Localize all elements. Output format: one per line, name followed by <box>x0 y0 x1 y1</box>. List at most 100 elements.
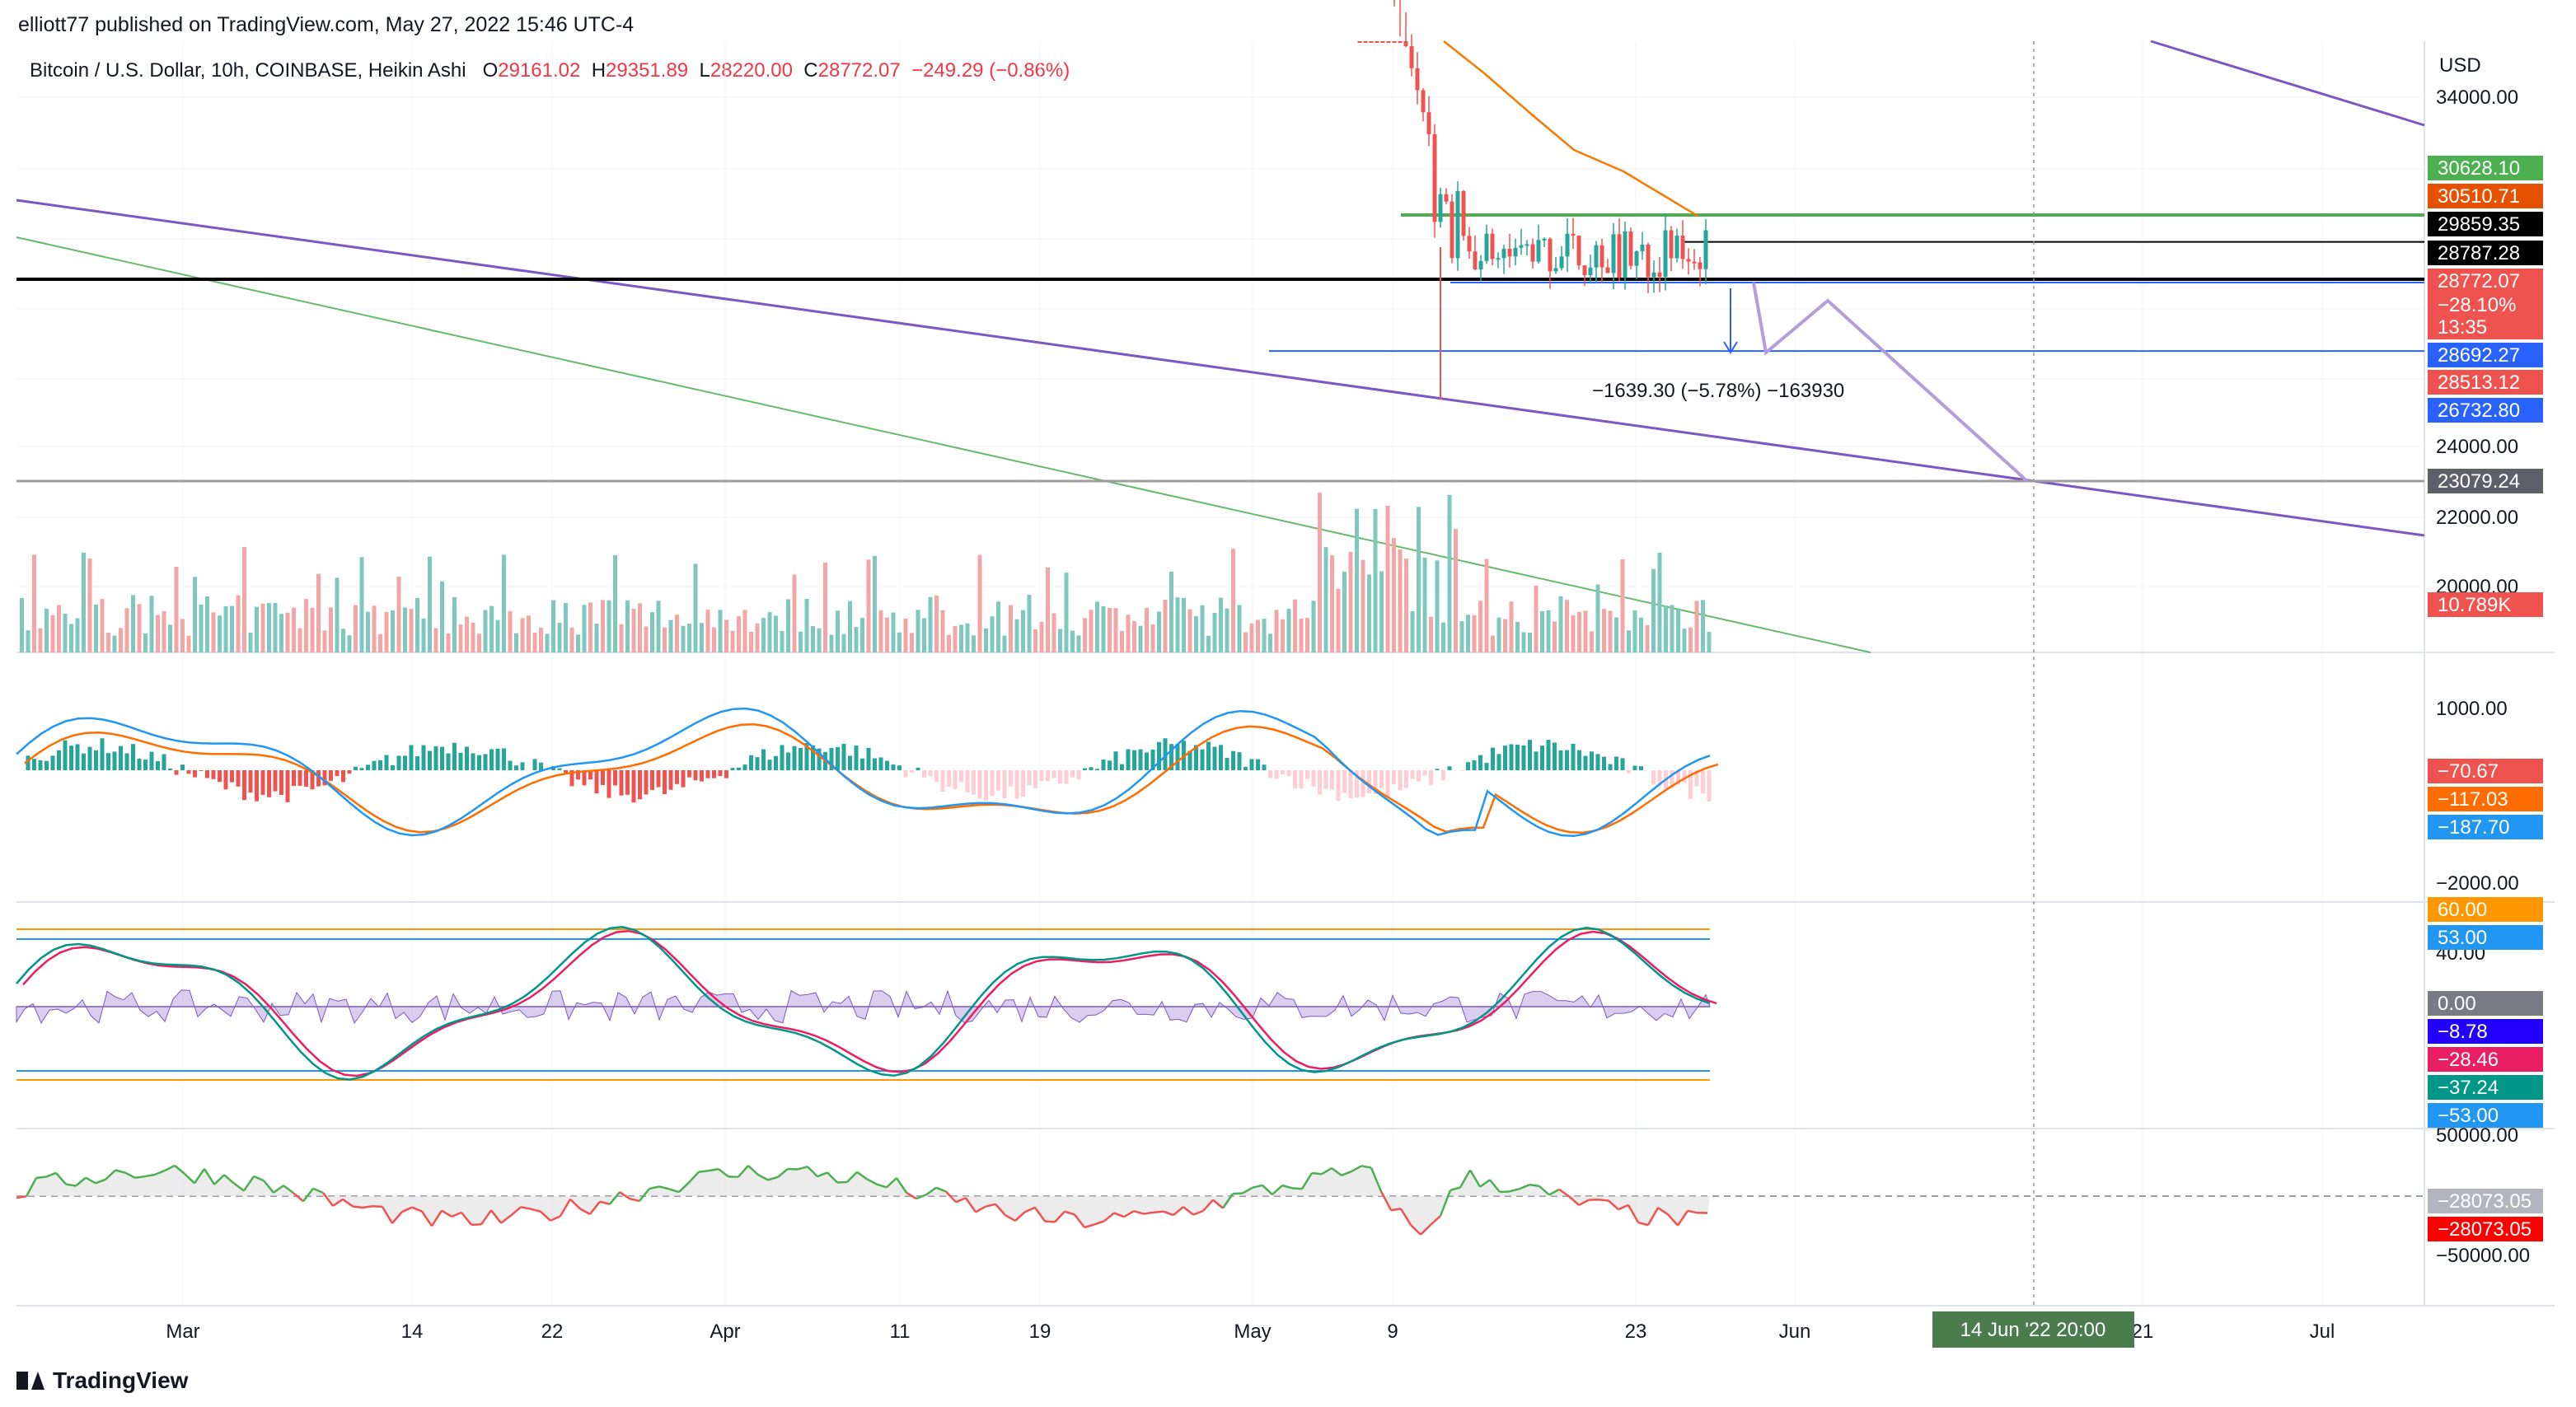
macd-histogram-bar <box>539 762 543 770</box>
price-label-box <box>2428 315 2543 339</box>
macd-histogram-bar <box>1305 770 1309 779</box>
macd-histogram-bar <box>1256 759 1260 770</box>
osc-line-segment <box>401 1206 413 1213</box>
osc-label-box <box>2428 1217 2543 1241</box>
osc-line-segment <box>995 1203 1006 1217</box>
macd-histogram-bar <box>1553 742 1557 770</box>
volume-bar <box>211 612 216 652</box>
volume-bar <box>1398 549 1403 652</box>
macd-histogram-bar <box>594 770 599 794</box>
volume-bar <box>174 566 179 652</box>
volume-bar <box>866 559 871 652</box>
macd-histogram-bar <box>786 752 790 770</box>
osc-line-segment <box>115 1169 126 1174</box>
osc-line-segment <box>283 1185 294 1194</box>
volume-bar <box>137 604 142 652</box>
volume-bar <box>69 624 73 652</box>
macd-histogram-bar <box>625 770 630 795</box>
macd-histogram-bar <box>693 770 698 781</box>
volume-bar <box>1614 617 1618 652</box>
volume-bar <box>1484 559 1489 652</box>
tradingview-logo[interactable]: TradingView <box>16 1367 188 1394</box>
macd-histogram-bar <box>124 753 129 770</box>
stoch-histogram-area <box>16 989 1711 1024</box>
macd-histogram-bar <box>928 770 933 776</box>
price-label-box <box>2428 292 2543 317</box>
osc-line-segment <box>164 1164 176 1172</box>
volume-bar <box>990 616 995 652</box>
volume-bar <box>279 614 283 652</box>
volume-bar <box>922 618 926 652</box>
osc-line-segment <box>658 1185 670 1190</box>
osc-line-segment <box>1123 1210 1135 1218</box>
osc-line-segment <box>540 1210 551 1222</box>
volume-bar <box>532 633 537 652</box>
macd-histogram-bar <box>1670 770 1674 788</box>
macd-histogram-bar <box>483 754 488 770</box>
macd-histogram-bar <box>1484 763 1489 770</box>
volume-bar <box>1169 572 1173 652</box>
macd-histogram-bar <box>601 770 605 785</box>
volume-bar <box>1157 611 1161 652</box>
volume-bar <box>1033 629 1037 652</box>
macd-histogram-bar <box>1237 752 1242 770</box>
candle-body <box>1553 268 1558 272</box>
macd-histogram-bar <box>1632 765 1637 770</box>
macd-histogram-bar <box>724 770 728 778</box>
macd-signal-line <box>24 723 1719 834</box>
osc-line-segment <box>203 1168 216 1185</box>
price-label: 29859.35 <box>2438 213 2520 236</box>
volume-bar <box>1571 615 1576 652</box>
volume-bar <box>1274 610 1279 652</box>
volume-bar <box>854 627 859 652</box>
macd-histogram-bar <box>1244 766 1248 770</box>
volume-bar <box>322 630 327 652</box>
macd-histogram-bar <box>1478 755 1482 770</box>
volume-bar <box>1256 619 1260 652</box>
volume-bar <box>972 635 976 652</box>
macd-axis-tick: 1000.00 <box>2436 698 2508 720</box>
osc-line-segment <box>530 1208 541 1213</box>
volume-bar <box>1694 601 1699 652</box>
osc-line-segment <box>1064 1210 1075 1216</box>
volume-bar <box>1670 605 1674 652</box>
candle-body <box>1461 190 1466 236</box>
price-axis-tick: 22000.00 <box>2436 507 2518 529</box>
macd-histogram-bar <box>1009 770 1013 787</box>
volume-bar <box>1509 601 1514 652</box>
volume-bar <box>1701 600 1705 652</box>
osc-line-segment <box>193 1168 206 1185</box>
macd-histogram-bar <box>1534 751 1539 770</box>
volume-bar <box>1355 508 1359 652</box>
candle-body <box>1496 258 1501 260</box>
osc-line-segment <box>1183 1206 1194 1216</box>
volume-bar <box>87 558 92 652</box>
macd-histogram-bar <box>1694 770 1699 787</box>
osc-line-segment <box>253 1175 265 1182</box>
price-axis-tick: 34000.00 <box>2436 86 2518 109</box>
volume-bar <box>1367 574 1371 652</box>
stoch-label: −53.00 <box>2438 1105 2499 1127</box>
volume-bar <box>199 604 204 652</box>
volume-bar <box>984 628 988 652</box>
macd-histogram-bar <box>428 750 432 770</box>
osc-line-segment <box>1321 1167 1332 1176</box>
macd-histogram-bar <box>143 760 148 770</box>
osc-line-segment <box>1351 1165 1362 1173</box>
volume-bar <box>273 602 278 652</box>
volume-bar <box>1070 630 1075 652</box>
volume-bar <box>1200 605 1205 652</box>
volume-bar <box>1435 560 1440 652</box>
macd-histogram-bar <box>1491 747 1495 770</box>
volume-bar <box>619 624 624 652</box>
volume-bar <box>1342 571 1347 652</box>
macd-histogram-bar <box>1608 764 1613 770</box>
volume-bar <box>391 610 395 652</box>
macd-histogram-bar <box>322 770 327 786</box>
osc-line-segment <box>1410 1224 1421 1236</box>
volume-bar <box>38 628 43 652</box>
macd-histogram-bar <box>1249 759 1254 770</box>
candle-body <box>1565 233 1570 257</box>
macd-histogram-bar <box>922 770 926 778</box>
